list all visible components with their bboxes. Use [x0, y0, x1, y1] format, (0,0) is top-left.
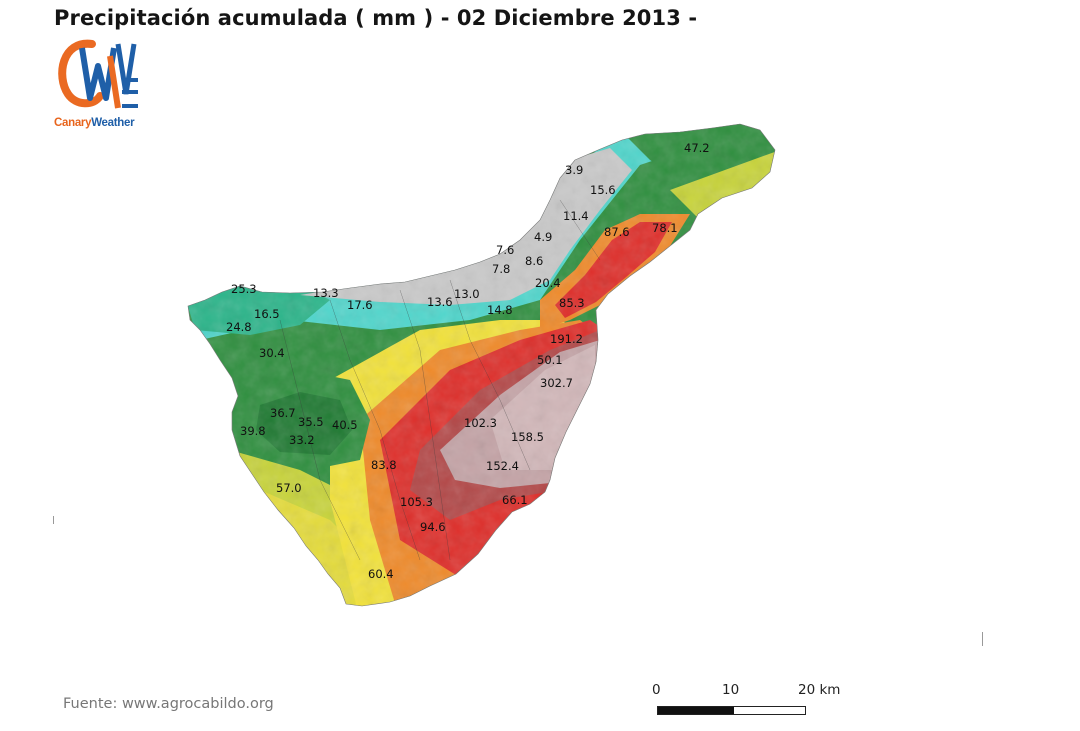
station-value: 35.5 [298, 415, 324, 429]
station-value: 87.6 [604, 225, 630, 239]
station-value: 158.5 [511, 430, 544, 444]
station-value: 25.3 [231, 282, 257, 296]
station-value: 7.8 [492, 262, 510, 276]
station-value: 47.2 [684, 141, 710, 155]
station-value: 105.3 [400, 495, 433, 509]
station-value: 8.6 [525, 254, 543, 268]
station-value: 4.9 [534, 230, 552, 244]
map-title: Precipitación acumulada ( mm ) - 02 Dici… [54, 6, 698, 30]
source-credit: Fuente: www.agrocabildo.org [63, 696, 274, 712]
scale-label-20: 20 km [798, 682, 841, 698]
frame-tick [53, 516, 54, 524]
municipal-boundaries [279, 199, 601, 561]
station-value: 66.1 [502, 493, 528, 507]
logo-word-weather: Weather [91, 117, 135, 129]
station-value: 83.8 [371, 458, 397, 472]
station-value: 152.4 [486, 459, 519, 473]
island-shape [188, 124, 775, 606]
station-value: 57.0 [276, 481, 302, 495]
station-value: 17.6 [347, 298, 373, 312]
station-value: 13.0 [454, 287, 480, 301]
logo-wordmark: CanaryWeather [54, 117, 135, 129]
station-value: 13.3 [313, 286, 339, 300]
station-value: 94.6 [420, 520, 446, 534]
canaryweather-logo: CanaryWeather [52, 36, 152, 136]
station-value: 85.3 [559, 296, 585, 310]
station-value: 78.1 [652, 221, 678, 235]
station-values: 3.9 15.6 47.2 11.4 87.6 78.1 4.9 7.6 8.6… [226, 141, 710, 581]
station-value: 102.3 [464, 416, 497, 430]
frame-tick [982, 632, 983, 646]
scale-bar [657, 706, 806, 715]
station-value: 11.4 [563, 209, 589, 223]
station-value: 36.7 [270, 406, 296, 420]
station-value: 60.4 [368, 567, 394, 581]
station-value: 3.9 [565, 163, 583, 177]
scale-label-0: 0 [652, 682, 661, 698]
scale-label-10: 10 [722, 682, 740, 698]
station-value: 15.6 [590, 183, 616, 197]
station-value: 24.8 [226, 320, 252, 334]
station-value: 40.5 [332, 418, 358, 432]
station-value: 7.6 [496, 243, 514, 257]
scale-bar-segment [658, 707, 734, 714]
station-value: 16.5 [254, 307, 280, 321]
logo-word-canary: Canary [54, 117, 92, 129]
station-value: 50.1 [537, 353, 563, 367]
station-value: 20.4 [535, 276, 561, 290]
station-value: 39.8 [240, 424, 266, 438]
station-value: 14.8 [487, 303, 513, 317]
station-value: 13.6 [427, 295, 453, 309]
station-value: 191.2 [550, 332, 583, 346]
station-value: 302.7 [540, 376, 573, 390]
island-outline [187, 123, 776, 607]
station-value: 30.4 [259, 346, 285, 360]
station-value: 33.2 [289, 433, 315, 447]
logo-mark-icon [58, 39, 138, 109]
